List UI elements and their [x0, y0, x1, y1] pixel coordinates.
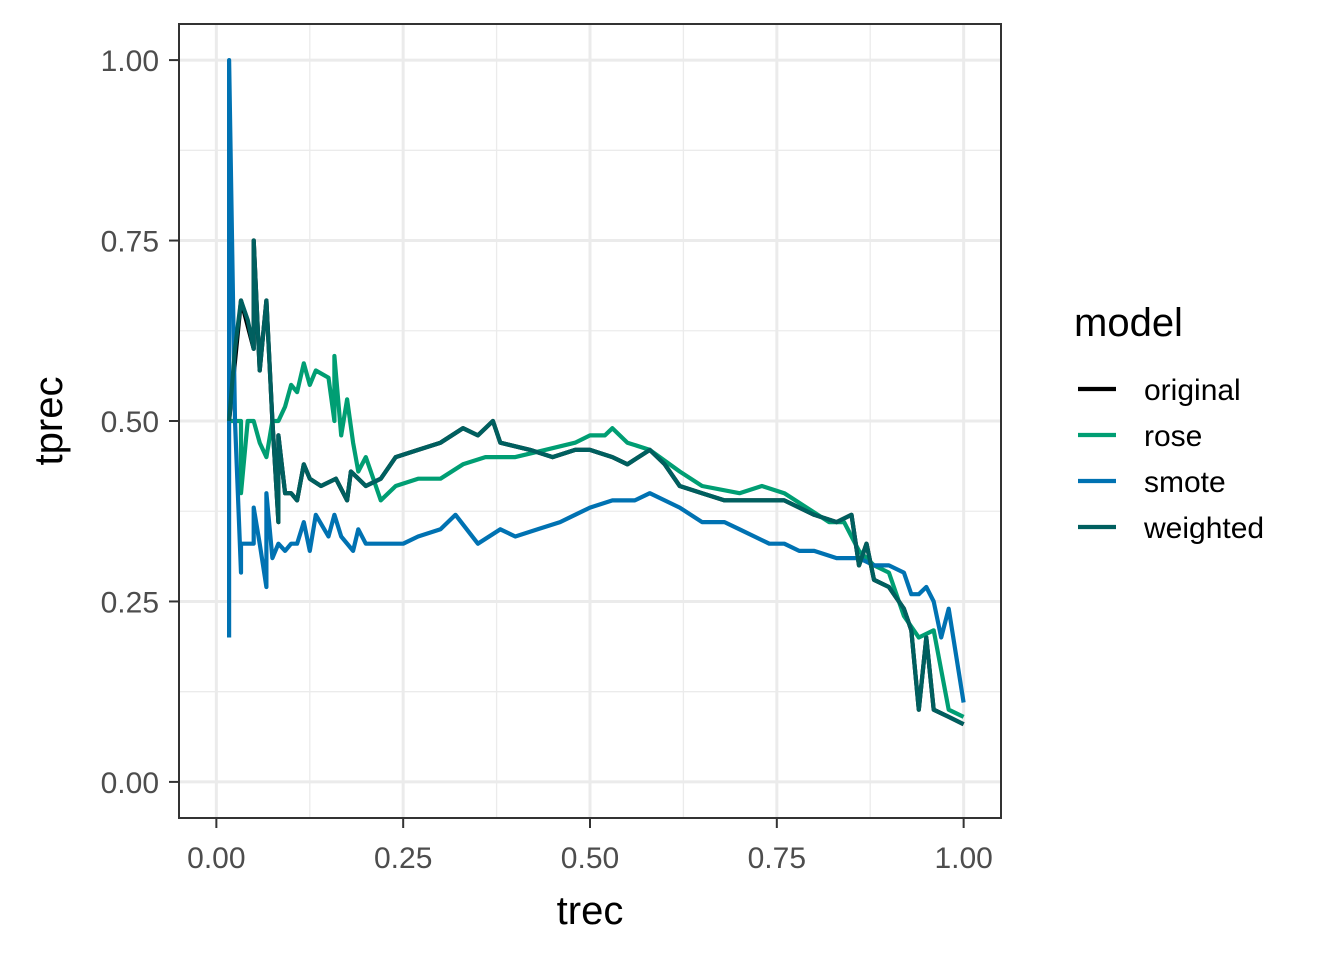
y-tick-label: 0.75 — [101, 226, 159, 259]
series-line-smote — [227, 58, 966, 703]
x-tick-label: 0.75 — [748, 842, 806, 875]
y-tick-label: 0.00 — [101, 767, 159, 800]
x-tick-label: 0.25 — [374, 842, 432, 875]
x-axis-title: trec — [557, 889, 624, 933]
y-tick-label: 1.00 — [101, 45, 159, 78]
legend-title: model — [1074, 301, 1183, 345]
series-lines — [227, 58, 966, 727]
x-tick-label: 1.00 — [934, 842, 992, 875]
legend-label-rose: rose — [1144, 420, 1202, 453]
legend: model original rose smote weighted — [1074, 301, 1264, 545]
y-tick-label: 0.50 — [101, 406, 159, 439]
y-axis: 0.00 0.25 0.50 0.75 1.00 — [101, 45, 179, 800]
major-gridlines — [179, 24, 1001, 818]
legend-label-original: original — [1144, 374, 1241, 407]
x-tick-label: 0.00 — [187, 842, 245, 875]
legend-label-smote: smote — [1144, 466, 1226, 499]
y-tick-label: 0.25 — [101, 586, 159, 619]
y-axis-title: tprec — [27, 377, 71, 466]
legend-label-weighted: weighted — [1143, 512, 1264, 545]
x-tick-label: 0.50 — [561, 842, 619, 875]
series-line-rose — [229, 353, 965, 719]
x-axis: 0.00 0.25 0.50 0.75 1.00 — [187, 818, 993, 875]
series-line-weighted — [227, 238, 965, 727]
